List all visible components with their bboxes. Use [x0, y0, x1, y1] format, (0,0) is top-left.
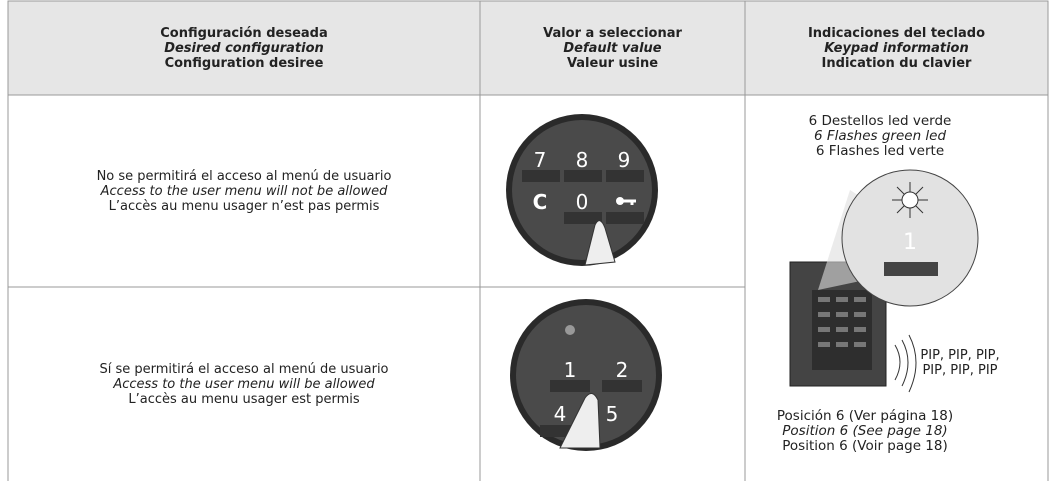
key-label: 7: [533, 148, 547, 172]
text: PIP, PIP, PIP,: [920, 348, 1000, 363]
text: No se permitirá el acceso al menú de usu…: [96, 168, 392, 184]
key-label: C: [532, 190, 548, 214]
text: 6 Flashes green led: [813, 127, 947, 144]
text: PIP, PIP, PIP: [922, 363, 998, 378]
position: Posición 6 (Ver página 18) Position 6 (Se…: [745, 402, 985, 460]
text: Default value: [563, 40, 662, 56]
key-label: 2: [615, 358, 629, 382]
text: Indication du clavier: [821, 55, 972, 71]
text: Configuration desiree: [164, 55, 324, 71]
header-cell: Configuración deseada Desired configurati…: [8, 1, 480, 95]
header-cell: Valor a seleccionar Default value Valeur u…: [480, 1, 745, 95]
text: Position 6 (Voir page 18): [782, 437, 948, 454]
header-cell: Indicaciones del teclado Keypad informati…: [745, 1, 1048, 95]
text: L’accès au menu usager est permis: [128, 391, 360, 407]
text: 6 Flashes led verte: [815, 142, 945, 159]
text: Valor a seleccionar: [543, 25, 682, 41]
config-cell: No se permitirá el acceso al menú de usu…: [8, 95, 480, 287]
text: Configuración deseada: [160, 25, 328, 41]
text: Desired configuration: [164, 40, 324, 56]
key-label: 9: [617, 148, 631, 172]
text: Valeur usine: [566, 55, 659, 71]
text: Keypad information: [824, 40, 969, 56]
text: Sí se permitirá el acceso al menú de usu…: [99, 361, 389, 377]
text: Position 6 (See page 18): [782, 422, 948, 439]
zoom-digit: 1: [903, 230, 917, 255]
key-label: 5: [605, 402, 619, 426]
text: Access to the user menu will not be allo…: [100, 183, 388, 199]
key-label: 1: [563, 358, 577, 382]
flashes: 6 Destellos led verde 6 Flashes green led…: [745, 108, 1015, 164]
key-label: 0: [575, 190, 589, 214]
key-label: 4: [553, 402, 567, 426]
text: Access to the user menu will be allowed: [113, 376, 375, 392]
key-label: 8: [575, 148, 589, 172]
text: 6 Destellos led verde: [808, 112, 952, 129]
beeps: PIP, PIP, PIP, PIP, PIP, PIP: [920, 346, 1000, 380]
config-cell: Sí se permitirá el acceso al menú de usu…: [8, 287, 480, 481]
text: Posición 6 (Ver página 18): [776, 407, 954, 424]
text: L’accès au menu usager n’est pas permis: [108, 198, 380, 214]
text: Indicaciones del teclado: [807, 25, 986, 41]
